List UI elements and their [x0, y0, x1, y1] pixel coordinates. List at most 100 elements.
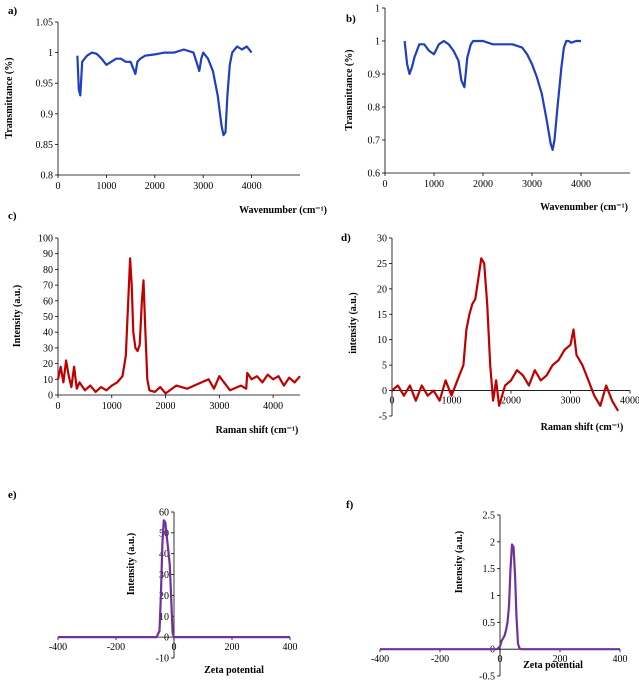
y-axis-label: Transmittance (%) [4, 57, 15, 138]
panel-label: a) [8, 5, 18, 17]
x-axis-label: Zeta potential [523, 660, 583, 671]
x-axis-label: Raman shift (cm⁻¹) [216, 425, 299, 436]
x-axis-label: Wavenumber (cm⁻¹) [239, 205, 327, 216]
y-tick-label: 40 [159, 549, 169, 560]
y-axis-label: Intensity (a.u.) [12, 285, 23, 348]
panel-label: b) [346, 13, 356, 25]
y-tick-label: 20 [159, 591, 169, 602]
y-tick-label: 1 [48, 48, 53, 59]
series-line-d [391, 257, 620, 412]
series-line-a [76, 45, 253, 137]
y-tick-label: 15 [377, 310, 387, 321]
y-tick-label: 0 [382, 386, 387, 397]
x-tick-label: 2000 [156, 401, 176, 412]
y-tick-label: 50 [43, 312, 53, 323]
chart-panel-a: a) 0.8 0.85 0.9 0.95 1 1.05 0 1000 2000 3000 4000 Wa… [4, 5, 327, 216]
y-tick-label: 70 [43, 281, 53, 292]
y-tick-label: 0 [48, 391, 53, 402]
y-tick-label: 0.7 [368, 136, 381, 147]
x-tick-label: 0 [383, 179, 388, 190]
y-tick-label: 0.85 [36, 140, 54, 151]
x-axis-label: Zeta potential [204, 665, 264, 676]
y-tick-label: 2 [490, 537, 495, 548]
x-axis-label: Raman shift (cm⁻¹) [541, 422, 624, 433]
x-tick-label: 1000 [424, 179, 444, 190]
y-tick-label: 25 [377, 259, 387, 270]
y-tick-label: 20 [43, 359, 53, 370]
y-tick-label: 0.8 [41, 171, 54, 182]
y-tick-label: 0.9 [41, 109, 54, 120]
panel-label: f) [346, 499, 354, 511]
y-tick-label: 10 [159, 612, 169, 623]
panel-label: d) [341, 232, 351, 244]
y-tick-label: -0.5 [479, 672, 495, 683]
y-tick-label: 30 [43, 343, 53, 354]
y-axis-label: Intensity (a.u.) [126, 533, 137, 596]
y-tick-label: 0.9 [368, 70, 381, 81]
x-tick-label: 3000 [209, 401, 229, 412]
x-tick-label: 3000 [193, 181, 213, 192]
y-tick-label: 30 [159, 570, 169, 581]
x-tick-label: 400 [283, 642, 298, 653]
x-tick-label: 3000 [561, 396, 581, 407]
y-tick-label: 100 [38, 234, 53, 245]
y-tick-label: 90 [43, 249, 53, 260]
panel-label: c) [8, 210, 17, 222]
x-tick-label: 0 [390, 396, 395, 407]
y-tick-label: 0.95 [36, 79, 54, 90]
x-tick-label: 4000 [620, 396, 639, 407]
x-tick-label: 200 [553, 654, 568, 665]
x-tick-label: 3000 [522, 179, 542, 190]
y-tick-label: 1.5 [483, 564, 496, 575]
y-axis-label: Intensity (a.u.) [454, 531, 465, 594]
x-tick-label: 4000 [263, 401, 283, 412]
series-line-f [380, 543, 620, 651]
x-tick-label: -200 [431, 654, 449, 665]
series-line-c [56, 257, 301, 395]
y-tick-label: 80 [43, 265, 53, 276]
y-tick-label: -5 [379, 412, 387, 423]
x-tick-label: -400 [49, 642, 67, 653]
y-tick-label: 0 [164, 633, 169, 644]
y-tick-label: 1 [375, 4, 380, 15]
y-tick-label: 1.05 [36, 18, 54, 29]
y-tick-label: 60 [43, 296, 53, 307]
x-tick-label: 1000 [96, 181, 116, 192]
x-tick-label: 0 [172, 642, 177, 653]
series-line-e [58, 519, 290, 639]
series-line-b [403, 39, 581, 151]
x-tick-label: 4000 [242, 181, 262, 192]
y-tick-label: 1 [375, 37, 380, 48]
x-tick-label: -400 [371, 654, 389, 665]
y-tick-label: 60 [159, 508, 169, 519]
x-tick-label: 1000 [442, 396, 462, 407]
x-tick-label: 0 [56, 401, 61, 412]
y-tick-label: 0.8 [368, 103, 381, 114]
y-tick-label: 5 [382, 361, 387, 372]
x-tick-label: 1000 [102, 401, 122, 412]
x-axis-label: Wavenumber (cm⁻¹) [540, 202, 628, 213]
y-tick-label: 40 [43, 328, 53, 339]
y-tick-label: 10 [377, 335, 387, 346]
x-tick-label: -200 [107, 642, 125, 653]
chart-panel-b: b) 0.6 0.7 0.8 0.9 1 1 0 1000 2000 3000 4000 Wavenum… [344, 4, 630, 213]
x-tick-label: 2000 [473, 179, 493, 190]
x-tick-label: 0 [56, 181, 61, 192]
y-tick-label: 20 [377, 284, 387, 295]
x-tick-label: 400 [613, 654, 628, 665]
y-tick-label: 0.5 [483, 618, 496, 629]
y-tick-label: 1 [490, 591, 495, 602]
y-tick-label: -10 [156, 654, 169, 665]
x-tick-label: 4000 [571, 179, 591, 190]
panel-label: e) [8, 489, 17, 501]
y-axis-label: Transmittance (%) [344, 49, 355, 130]
y-tick-label: 0.6 [368, 169, 381, 180]
x-tick-label: 2000 [145, 181, 165, 192]
x-tick-label: 200 [225, 642, 240, 653]
y-tick-label: 2.5 [483, 511, 496, 522]
